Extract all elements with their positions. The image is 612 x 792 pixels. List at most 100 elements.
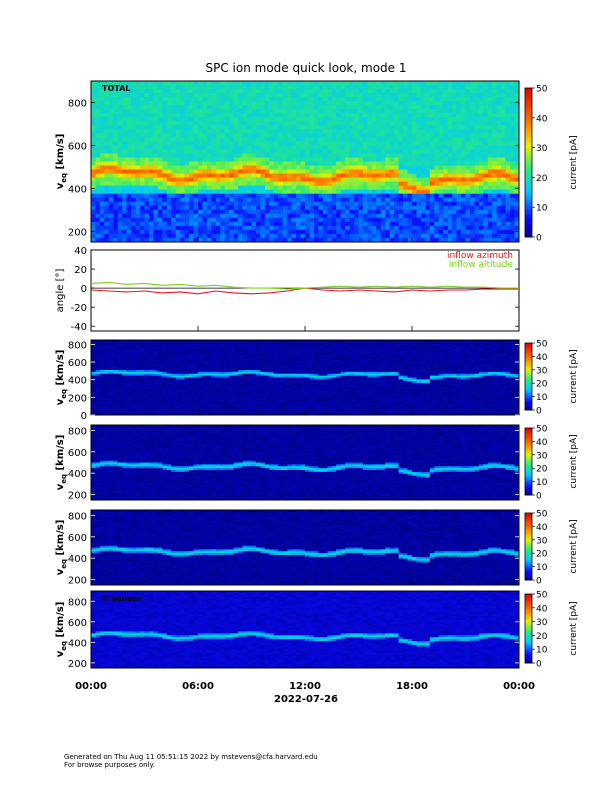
heatmap-cell <box>322 213 328 219</box>
heatmap-cell <box>122 401 127 405</box>
heatmap-cell <box>206 185 212 190</box>
heatmap-cell <box>465 129 471 134</box>
heatmap-cell <box>126 403 132 406</box>
heatmap-cell <box>300 129 306 134</box>
heatmap-cell <box>247 173 252 178</box>
heatmap-cell <box>95 360 101 363</box>
heatmap-cell <box>140 392 145 395</box>
heatmap-cell <box>202 366 208 369</box>
heatmap-cell <box>108 370 114 373</box>
heatmap-cell <box>260 165 266 170</box>
heatmap-cell <box>309 213 315 219</box>
heatmap-cell <box>91 394 96 397</box>
heatmap-cell <box>206 197 212 203</box>
heatmap-cell <box>202 153 208 158</box>
heatmap-cell <box>296 201 301 207</box>
heatmap-cell <box>140 201 145 207</box>
heatmap-cell <box>162 358 168 361</box>
heatmap-cell <box>358 189 364 195</box>
heatmap-cell <box>327 161 333 166</box>
heatmap-cell <box>171 385 177 388</box>
heatmap-cell <box>349 165 355 170</box>
heatmap-cell <box>305 189 310 195</box>
heatmap-cell <box>434 133 440 138</box>
heatmap-cell <box>91 233 96 239</box>
heatmap-cell <box>501 213 506 219</box>
heatmap-cell <box>300 161 306 166</box>
heatmap-cell <box>269 201 275 207</box>
heatmap-cell <box>403 217 408 223</box>
heatmap-cell <box>113 347 119 350</box>
heatmap-cell <box>184 233 190 239</box>
heatmap-cell <box>296 137 301 142</box>
heatmap-cell <box>140 185 145 190</box>
heatmap-cell <box>452 117 457 122</box>
heatmap-cell <box>318 233 324 239</box>
heatmap-cell <box>416 165 422 170</box>
heatmap-cell <box>198 149 203 154</box>
heatmap-cell <box>380 185 386 190</box>
heatmap-cell <box>412 125 417 130</box>
heatmap-cell <box>412 213 417 219</box>
heatmap-cell <box>202 405 208 408</box>
heatmap-cell <box>461 217 466 223</box>
heatmap-cell <box>171 105 177 110</box>
heatmap-cell <box>487 197 493 203</box>
heatmap-cell <box>398 185 404 190</box>
heatmap-cell <box>349 97 355 102</box>
heatmap-cell <box>434 209 440 215</box>
heatmap-cell <box>416 197 422 203</box>
heatmap-cell <box>202 217 208 223</box>
heatmap-cell <box>474 81 480 86</box>
heatmap-cell <box>171 349 177 352</box>
heatmap-cell <box>474 157 480 162</box>
heatmap-cell <box>229 169 234 174</box>
heatmap-cell <box>429 89 435 94</box>
heatmap-cell <box>496 105 502 110</box>
heatmap-cell <box>282 117 288 122</box>
heatmap-cell <box>407 193 413 199</box>
heatmap-cell <box>327 121 333 126</box>
heatmap-cell <box>144 364 150 367</box>
heatmap-cell <box>287 205 292 211</box>
heatmap-cell <box>465 113 471 118</box>
heatmap-cell <box>229 113 234 118</box>
heatmap-cell <box>255 193 261 199</box>
heatmap-cell <box>202 193 208 199</box>
heatmap-cell <box>157 145 163 150</box>
heatmap-cell <box>211 213 217 219</box>
heatmap-cell <box>171 193 177 199</box>
heatmap-cell <box>367 137 373 142</box>
heatmap-cell <box>251 101 257 106</box>
heatmap-cell <box>282 205 288 211</box>
heatmap-cell <box>117 237 123 243</box>
heatmap-cell <box>403 109 408 114</box>
heatmap-cell <box>313 89 319 94</box>
heatmap-cell <box>95 400 101 403</box>
heatmap-cell <box>340 237 346 243</box>
heatmap-cell <box>171 407 177 410</box>
heatmap-cell <box>153 353 159 356</box>
heatmap-cell <box>157 400 163 403</box>
heatmap-cell <box>420 105 426 110</box>
heatmap-cell <box>117 349 123 352</box>
heatmap-cell <box>171 205 177 211</box>
heatmap-cell <box>273 93 279 98</box>
heatmap-cell <box>91 358 96 361</box>
heatmap-cell <box>264 101 270 106</box>
heatmap-cell <box>358 149 364 154</box>
heatmap-cell <box>380 205 386 211</box>
heatmap-cell <box>461 177 466 182</box>
heatmap-cell <box>340 89 346 94</box>
heatmap-cell <box>492 153 498 158</box>
heatmap-cell <box>135 205 141 211</box>
heatmap-cell <box>420 173 426 178</box>
heatmap-cell <box>514 229 520 235</box>
heatmap-cell <box>461 117 466 122</box>
heatmap-cell <box>95 197 101 203</box>
heatmap-cell <box>126 400 132 403</box>
heatmap-cell <box>282 93 288 98</box>
heatmap-cell <box>117 121 123 126</box>
heatmap-cell <box>126 390 132 393</box>
